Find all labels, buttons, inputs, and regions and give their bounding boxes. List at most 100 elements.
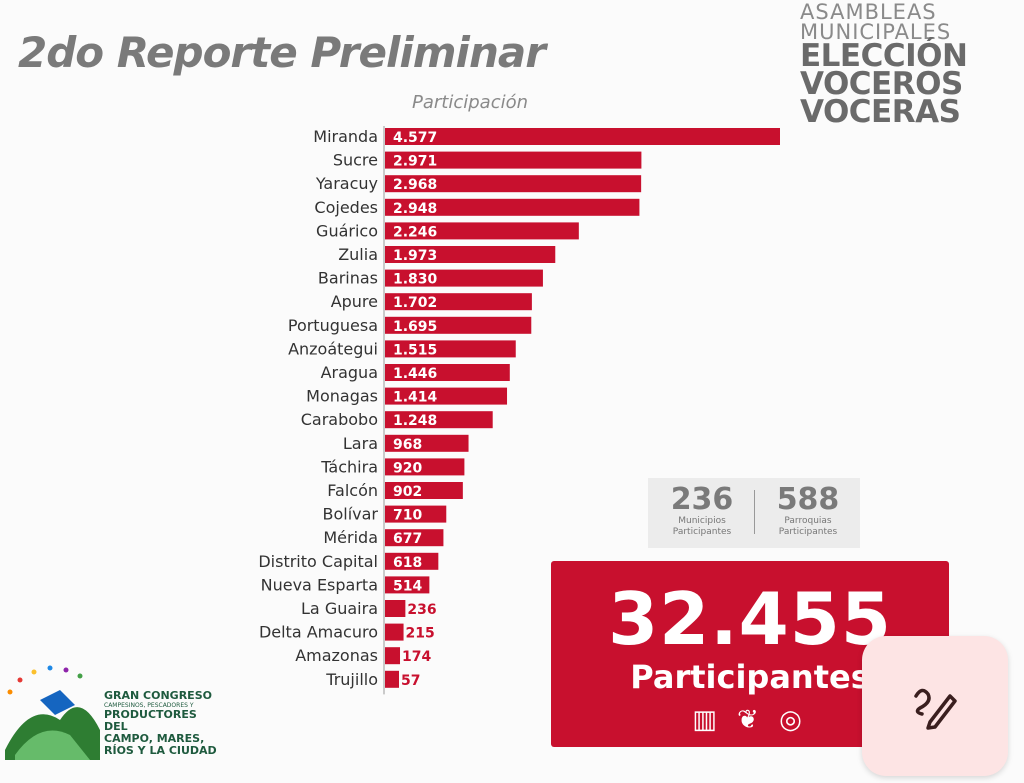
bar-value-label: 1.702 [393,295,437,311]
total-value: 32.455 [608,577,892,661]
bar [385,151,642,169]
bar [385,387,508,405]
category-label: Cojedes [314,198,378,217]
logo-line: CAMPO, MARES, [104,732,205,745]
bar-value-label: 1.414 [393,390,438,406]
page-title: 2do Reporte Preliminar [18,28,546,77]
bar-value-label: 1.973 [393,248,437,264]
logo-line: GRAN CONGRESO [104,689,212,702]
corn-icon: ❦ [737,705,765,735]
bar-value-label: 215 [406,626,435,642]
bar [385,505,447,523]
bar [385,293,532,311]
draw-button[interactable] [862,636,1008,776]
fish-icon: ◎ [779,705,808,735]
parroquias-stat: 588 Parroquias Participantes [758,484,858,538]
bar-value-label: 1.515 [393,342,437,358]
category-label: Trujillo [325,670,378,689]
municipios-label: Participantes [672,527,732,537]
municipios-value: 236 [670,482,734,517]
logo-line: CAMPESINOS, PESCADORES Y [104,702,194,709]
draw-pencil-icon [914,688,957,730]
brand-logo: ASAMBLEAS MUNICIPALES ELECCIÓN VOCEROS V… [800,0,970,130]
bar [385,222,579,240]
category-label: Delta Amacuro [259,623,378,642]
category-label: Yaracuy [315,174,378,193]
bar-value-label: 618 [393,555,422,571]
bar [385,670,399,688]
bar [385,576,430,594]
bar-value-label: 920 [393,460,422,476]
bar-value-label: 1.830 [393,272,438,288]
category-label: Barinas [318,269,378,288]
bar [385,246,556,263]
bar [385,198,640,216]
bar [385,623,404,641]
bar [385,128,780,145]
bar-value-label: 1.248 [393,413,437,429]
congress-logo [5,665,100,760]
total-label: Participantes [630,658,870,696]
category-label: Lara [343,434,378,453]
bar-value-label: 710 [393,508,422,524]
logo-line: RÍOS Y LA CIUDAD [104,744,217,757]
bar [385,434,469,452]
category-label: Apure [331,292,378,311]
category-label: Carabobo [301,410,378,429]
bar [385,529,444,547]
category-label: Sucre [333,151,378,170]
bar-value-label: 236 [407,602,436,618]
brand-line: ELECCIÓN [800,38,968,74]
category-label: Aragua [321,363,378,382]
bar-value-label: 4.577 [393,130,437,146]
bar-value-label: 1.695 [393,319,437,335]
bar [385,316,532,334]
bar-value-label: 174 [402,649,431,665]
buildings-icon: ▥ [692,705,723,735]
bar [385,175,642,193]
bar [385,340,516,358]
chart-title: Participación [412,92,529,113]
brand-line: VOCEROS [800,66,963,102]
bar-value-label: 968 [393,437,422,453]
stats-panel: 236 Municipios Participantes 588 Parroqu… [648,478,860,548]
stat-divider [754,490,755,534]
municipios-stat: 236 Municipios Participantes [652,484,752,538]
bar-value-label: 2.246 [393,224,437,240]
logo-line: PRODUCTORES DEL [104,708,197,733]
bar-value-label: 1.446 [393,366,437,382]
parroquias-label: Participantes [778,527,838,537]
bar-value-label: 514 [393,578,422,594]
category-label: Portuguesa [288,316,378,335]
bar-value-label: 677 [393,531,422,547]
category-label: Monagas [306,387,378,406]
bar [385,269,543,287]
category-label: Zulia [338,245,378,264]
bar-value-label: 2.968 [393,177,437,193]
parroquias-value: 588 [776,482,840,517]
parroquias-label: Parroquias [784,516,832,526]
category-label: Mérida [323,528,378,547]
sector-icons: ▥ ❦ ◎ [551,705,949,735]
category-label: Miranda [313,127,378,146]
bar [385,600,406,617]
bar [385,458,465,476]
category-label: Guárico [316,221,378,240]
category-label: La Guaira [301,599,378,618]
participation-bar-chart: Miranda 4.577 Sucre 2.971 Yaracuy 2.968 Cojede… [258,126,780,695]
category-label: Falcón [327,481,378,500]
bar-value-label: 2.948 [393,201,437,217]
bar-value-label: 902 [393,484,422,500]
bar [385,552,439,570]
brand-line: VOCERAS [800,94,961,130]
category-label: Anzoátegui [288,339,378,358]
brand-line: MUNICIPALES [800,20,952,44]
category-label: Bolívar [322,505,378,524]
bar [385,411,493,429]
category-label: Nueva Esparta [261,575,378,594]
category-label: Táchira [320,457,378,476]
logo-text: GRAN CONGRESO CAMPESINOS, PESCADORES Y P… [104,690,224,757]
bar [385,647,401,665]
bar-value-label: 2.971 [393,154,437,170]
brand-line: ASAMBLEAS [800,0,937,24]
